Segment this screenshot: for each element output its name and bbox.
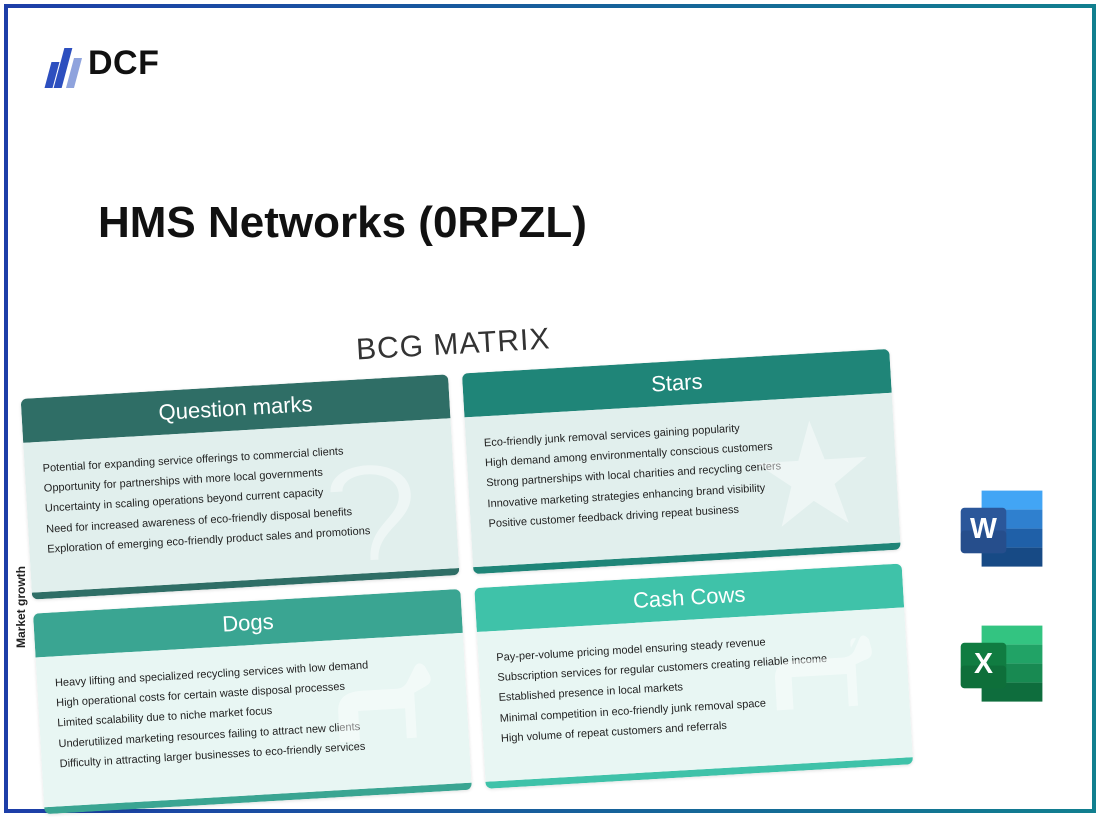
- svg-text:X: X: [974, 648, 993, 680]
- matrix-cell-stars: StarsEco-friendly junk removal services …: [462, 349, 901, 574]
- logo-bars: [48, 38, 78, 88]
- matrix-cell-dogs: DogsHeavy lifting and specialized recycl…: [33, 589, 472, 814]
- logo-text: DCF: [88, 44, 159, 83]
- svg-text:W: W: [970, 513, 997, 545]
- y-axis-label: Market growth: [14, 566, 28, 648]
- logo: DCF: [48, 38, 159, 88]
- cell-body: Potential for expanding service offering…: [23, 418, 459, 592]
- matrix-cell-question-marks: Question marksPotential for expanding se…: [21, 374, 460, 599]
- bcg-matrix: BCG MATRIX Question marksPotential for e…: [18, 303, 913, 814]
- cell-body: Eco-friendly junk removal services gaini…: [464, 393, 900, 567]
- page-title: HMS Networks (0RPZL): [98, 198, 587, 248]
- file-icons: W X: [955, 483, 1050, 713]
- matrix-cell-cash-cows: Cash CowsPay-per-volume pricing model en…: [474, 563, 913, 788]
- cell-body: Heavy lifting and specialized recycling …: [36, 633, 472, 807]
- word-icon: W: [955, 483, 1050, 578]
- cell-body: Pay-per-volume pricing model ensuring st…: [477, 607, 913, 781]
- excel-icon: X: [955, 618, 1050, 713]
